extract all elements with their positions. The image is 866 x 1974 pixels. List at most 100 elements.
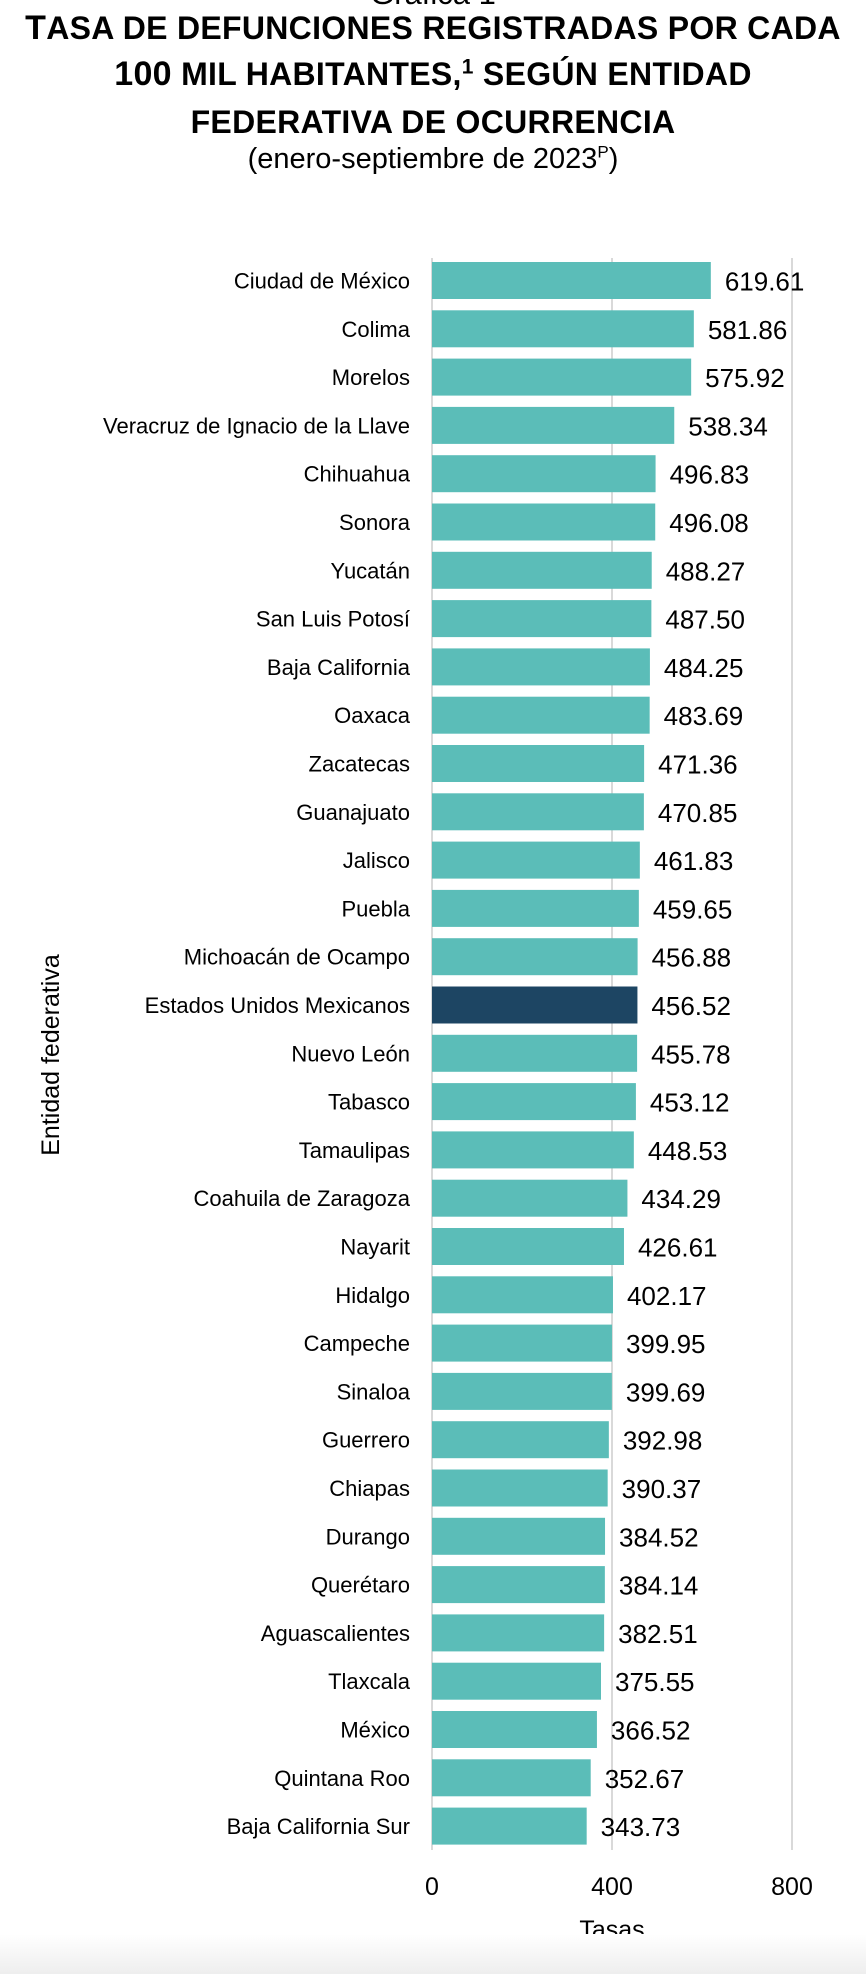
bar	[432, 1324, 612, 1362]
bar	[432, 1179, 628, 1217]
category-label: Colima	[342, 317, 411, 342]
title-line1-rest: ASA DE DEFUNCIONES REGISTRADAS POR CADA	[46, 10, 841, 46]
bar	[432, 696, 650, 734]
bar	[432, 310, 694, 348]
category-label: Tamaulipas	[299, 1138, 410, 1163]
y-axis-label: Entidad federativa	[37, 954, 65, 1156]
category-label: México	[340, 1718, 410, 1743]
value-label: 384.52	[619, 1522, 699, 1552]
bar	[432, 1614, 605, 1652]
category-label: Estados Unidos Mexicanos	[145, 993, 410, 1018]
category-label: Nayarit	[340, 1235, 410, 1260]
bar	[432, 358, 692, 396]
bar	[432, 1276, 613, 1314]
value-label: 384.14	[619, 1571, 699, 1601]
category-label: Morelos	[332, 365, 410, 390]
category-label: Puebla	[341, 896, 410, 921]
value-label: 426.61	[638, 1233, 718, 1263]
x-tick-label: 400	[591, 1873, 633, 1901]
value-label: 399.95	[626, 1329, 706, 1359]
category-label: Chihuahua	[304, 462, 411, 487]
category-label: Tabasco	[328, 1090, 410, 1115]
category-label: Oaxaca	[334, 703, 411, 728]
category-label: Baja California	[267, 655, 411, 680]
bar	[432, 938, 638, 976]
x-tick-label: 0	[425, 1873, 439, 1901]
title-line2-end: SEGÚN ENTIDAD	[473, 56, 752, 92]
value-label: 375.55	[615, 1667, 695, 1697]
category-label: Jalisco	[343, 848, 410, 873]
bar	[432, 1034, 638, 1072]
bar	[432, 1662, 601, 1700]
value-label: 575.92	[705, 363, 785, 393]
value-label: 471.36	[658, 750, 738, 780]
category-labels: Ciudad de México Colima Morelos Veracruz de…	[103, 269, 411, 1840]
chart-title-line-1: TASA DE DEFUNCIONES REGISTRADAS POR CADA	[0, 10, 866, 46]
x-tick-labels: 0 400 800	[425, 1873, 813, 1901]
category-label: Durango	[326, 1524, 410, 1549]
category-label: Michoacán de Ocampo	[184, 945, 410, 970]
value-labels: 619.61 581.86 575.92 538.34 496.83 496.08 488.…	[601, 267, 805, 1843]
category-label: Querétaro	[311, 1573, 410, 1598]
category-label: Campeche	[304, 1331, 410, 1356]
value-label: 459.65	[653, 894, 733, 924]
category-label: Aguascalientes	[261, 1621, 410, 1646]
chart-title-line-2: 100 MIL HABITANTES,1 SEGÚN ENTIDAD	[0, 56, 866, 92]
value-label: 487.50	[665, 605, 745, 635]
value-label: 352.67	[605, 1764, 685, 1794]
subtitle-main: (enero-septiembre de 2023	[247, 143, 598, 175]
category-label: Guanajuato	[296, 800, 410, 825]
value-label: 484.25	[664, 653, 744, 683]
bar	[432, 1131, 634, 1169]
title-line1-first: T	[25, 9, 47, 47]
value-label: 343.73	[601, 1812, 681, 1842]
category-label: Chiapas	[329, 1476, 410, 1501]
bar	[432, 648, 650, 686]
bar	[432, 1759, 591, 1797]
x-tick-label: 800	[771, 1873, 813, 1901]
category-label: Baja California Sur	[227, 1814, 410, 1839]
category-label: Coahuila de Zaragoza	[194, 1186, 411, 1211]
title-footnote-marker: 1	[461, 55, 474, 79]
bar-highlight	[432, 986, 638, 1024]
bar	[432, 455, 656, 493]
bar	[432, 600, 652, 638]
value-label: 496.08	[669, 508, 749, 538]
value-label: 496.83	[670, 460, 750, 490]
subtitle-end: )	[608, 143, 619, 175]
page-bottom-shade	[0, 1934, 866, 1974]
category-label: Zacatecas	[309, 752, 411, 777]
title-line2-rest: MIL HABITANTES,	[171, 56, 462, 92]
category-label: Veracruz de Ignacio de la Llave	[103, 413, 410, 438]
bar	[432, 262, 711, 299]
value-label: 392.98	[623, 1426, 703, 1456]
title-line2-number: 100	[114, 55, 172, 93]
chart-title-line-3: FEDERATIVA DE OCURRENCIA	[190, 104, 676, 140]
bar	[432, 1372, 612, 1410]
value-label: 399.69	[626, 1377, 706, 1407]
chart-number: Gráfica 1	[0, 0, 866, 9]
value-label: 366.52	[611, 1716, 691, 1746]
value-label: 581.86	[708, 315, 788, 345]
category-label: Yucatán	[330, 558, 410, 583]
category-label: Sinaloa	[337, 1379, 411, 1404]
bar	[432, 793, 644, 831]
bar	[432, 1517, 606, 1555]
value-label: 456.52	[651, 991, 731, 1021]
value-label: 390.37	[622, 1474, 702, 1504]
category-label: Quintana Roo	[274, 1766, 410, 1791]
bar	[432, 745, 645, 782]
value-label: 538.34	[688, 411, 768, 441]
value-label: 382.51	[618, 1619, 698, 1649]
value-label: 455.78	[651, 1039, 731, 1069]
category-label: Tlaxcala	[328, 1669, 411, 1694]
value-label: 488.27	[666, 556, 746, 586]
value-label: 470.85	[658, 798, 738, 828]
value-label: 456.88	[652, 943, 732, 973]
category-label: Ciudad de México	[234, 269, 410, 294]
value-label: 402.17	[627, 1281, 707, 1311]
bar	[432, 551, 652, 589]
bars	[432, 262, 711, 1845]
bar	[432, 1083, 636, 1121]
